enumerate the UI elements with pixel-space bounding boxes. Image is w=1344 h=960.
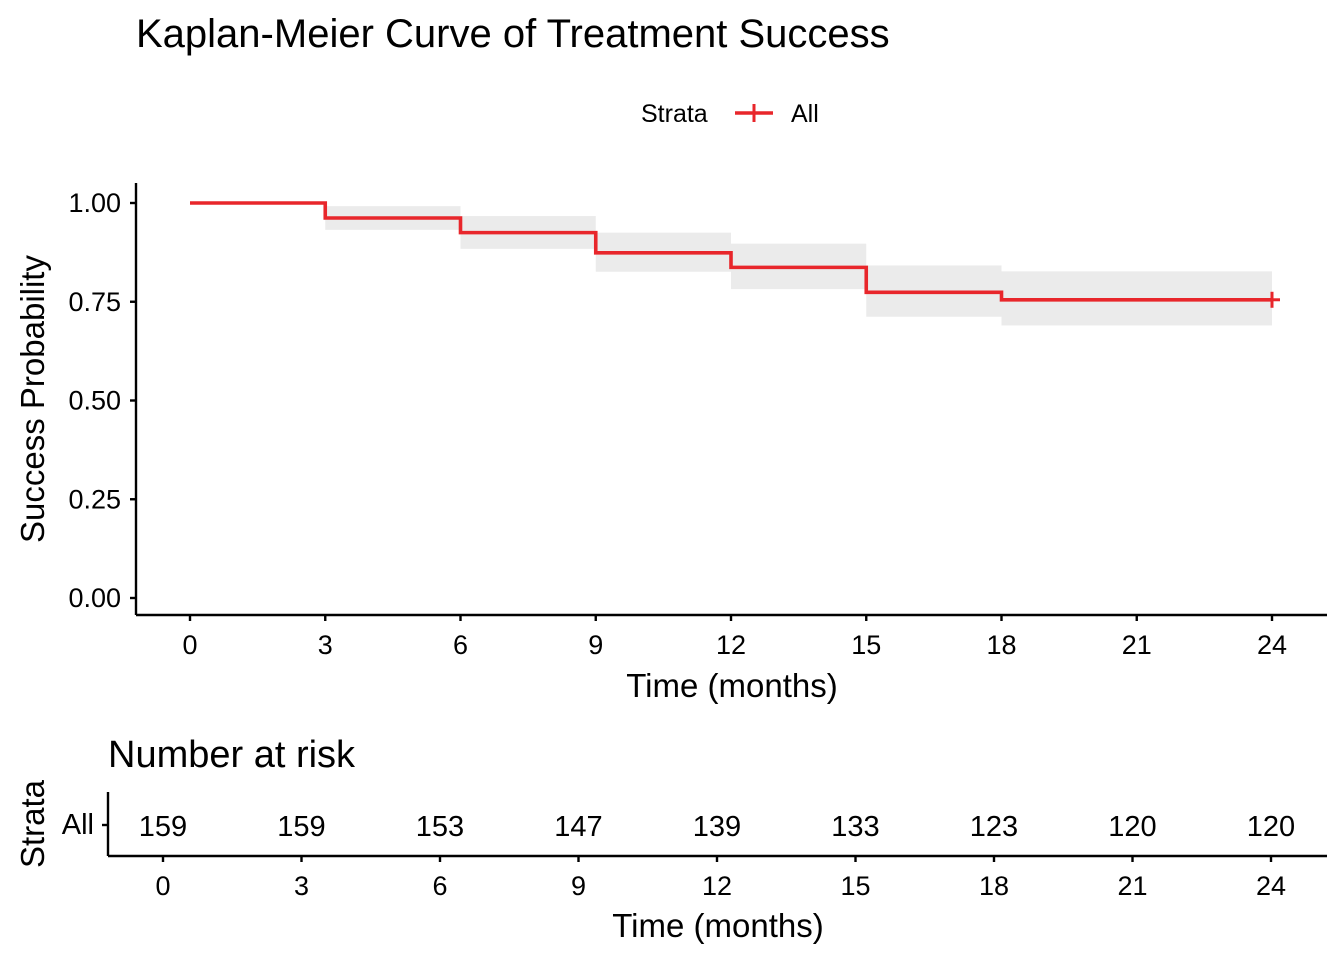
risk-value: 153 <box>416 811 464 843</box>
risk-table-title: Number at risk <box>108 734 356 776</box>
risk-x-tick-label: 9 <box>571 871 586 901</box>
x-tick-label: 6 <box>453 630 468 660</box>
x-axis-ticks: 0 3 6 9 12 15 18 21 24 <box>182 615 1287 660</box>
risk-value: 139 <box>693 811 741 843</box>
risk-value: 120 <box>1108 811 1156 843</box>
censor-mark <box>1264 291 1280 308</box>
x-tick-label: 24 <box>1257 630 1287 660</box>
risk-values: 159 159 153 147 139 133 123 120 120 <box>139 811 1295 843</box>
y-tick-label: 0.50 <box>68 386 121 416</box>
risk-x-tick-label: 3 <box>294 871 309 901</box>
y-axis-title: Success Probability <box>14 255 51 543</box>
risk-x-tick-label: 0 <box>155 871 170 901</box>
x-tick-label: 15 <box>851 630 881 660</box>
legend: Strata All <box>641 100 819 128</box>
survival-curves <box>190 201 1272 302</box>
y-tick-label: 0.75 <box>68 287 121 317</box>
risk-value: 147 <box>554 811 602 843</box>
risk-x-tick-label: 6 <box>432 871 447 901</box>
legend-entry-all: All <box>791 100 819 128</box>
risk-strata-label-all: All <box>62 809 94 841</box>
risk-value: 120 <box>1247 811 1295 843</box>
x-tick-label: 3 <box>318 630 333 660</box>
x-axis-title: Time (months) <box>626 667 837 704</box>
chart-title: Kaplan-Meier Curve of Treatment Success <box>136 12 890 56</box>
risk-x-tick-label: 21 <box>1117 871 1147 901</box>
x-tick-label: 21 <box>1122 630 1152 660</box>
risk-x-tick-label: 18 <box>979 871 1009 901</box>
risk-table-y-title: Strata <box>14 779 51 868</box>
legend-title: Strata <box>641 100 708 128</box>
y-tick-label: 0.00 <box>68 583 121 613</box>
risk-x-tick-label: 12 <box>702 871 732 901</box>
risk-x-axis-ticks: 0 3 6 9 12 15 18 21 24 <box>155 856 1286 901</box>
risk-value: 123 <box>970 811 1018 843</box>
y-tick-label: 1.00 <box>68 188 121 218</box>
censor-marks <box>1264 291 1280 308</box>
risk-value: 159 <box>139 811 187 843</box>
risk-value: 159 <box>277 811 325 843</box>
y-tick-label: 0.25 <box>68 484 121 514</box>
risk-x-axis-title: Time (months) <box>612 907 823 944</box>
risk-x-tick-label: 24 <box>1256 871 1286 901</box>
survival-curve-all <box>190 201 1272 302</box>
x-tick-label: 9 <box>588 630 603 660</box>
x-tick-label: 12 <box>716 630 746 660</box>
x-tick-label: 0 <box>182 630 197 660</box>
y-axis-ticks: 0.00 0.25 0.50 0.75 1.00 <box>68 188 136 613</box>
legend-key-all <box>735 104 773 122</box>
risk-x-tick-label: 15 <box>840 871 870 901</box>
risk-value: 133 <box>831 811 879 843</box>
x-tick-label: 18 <box>986 630 1016 660</box>
